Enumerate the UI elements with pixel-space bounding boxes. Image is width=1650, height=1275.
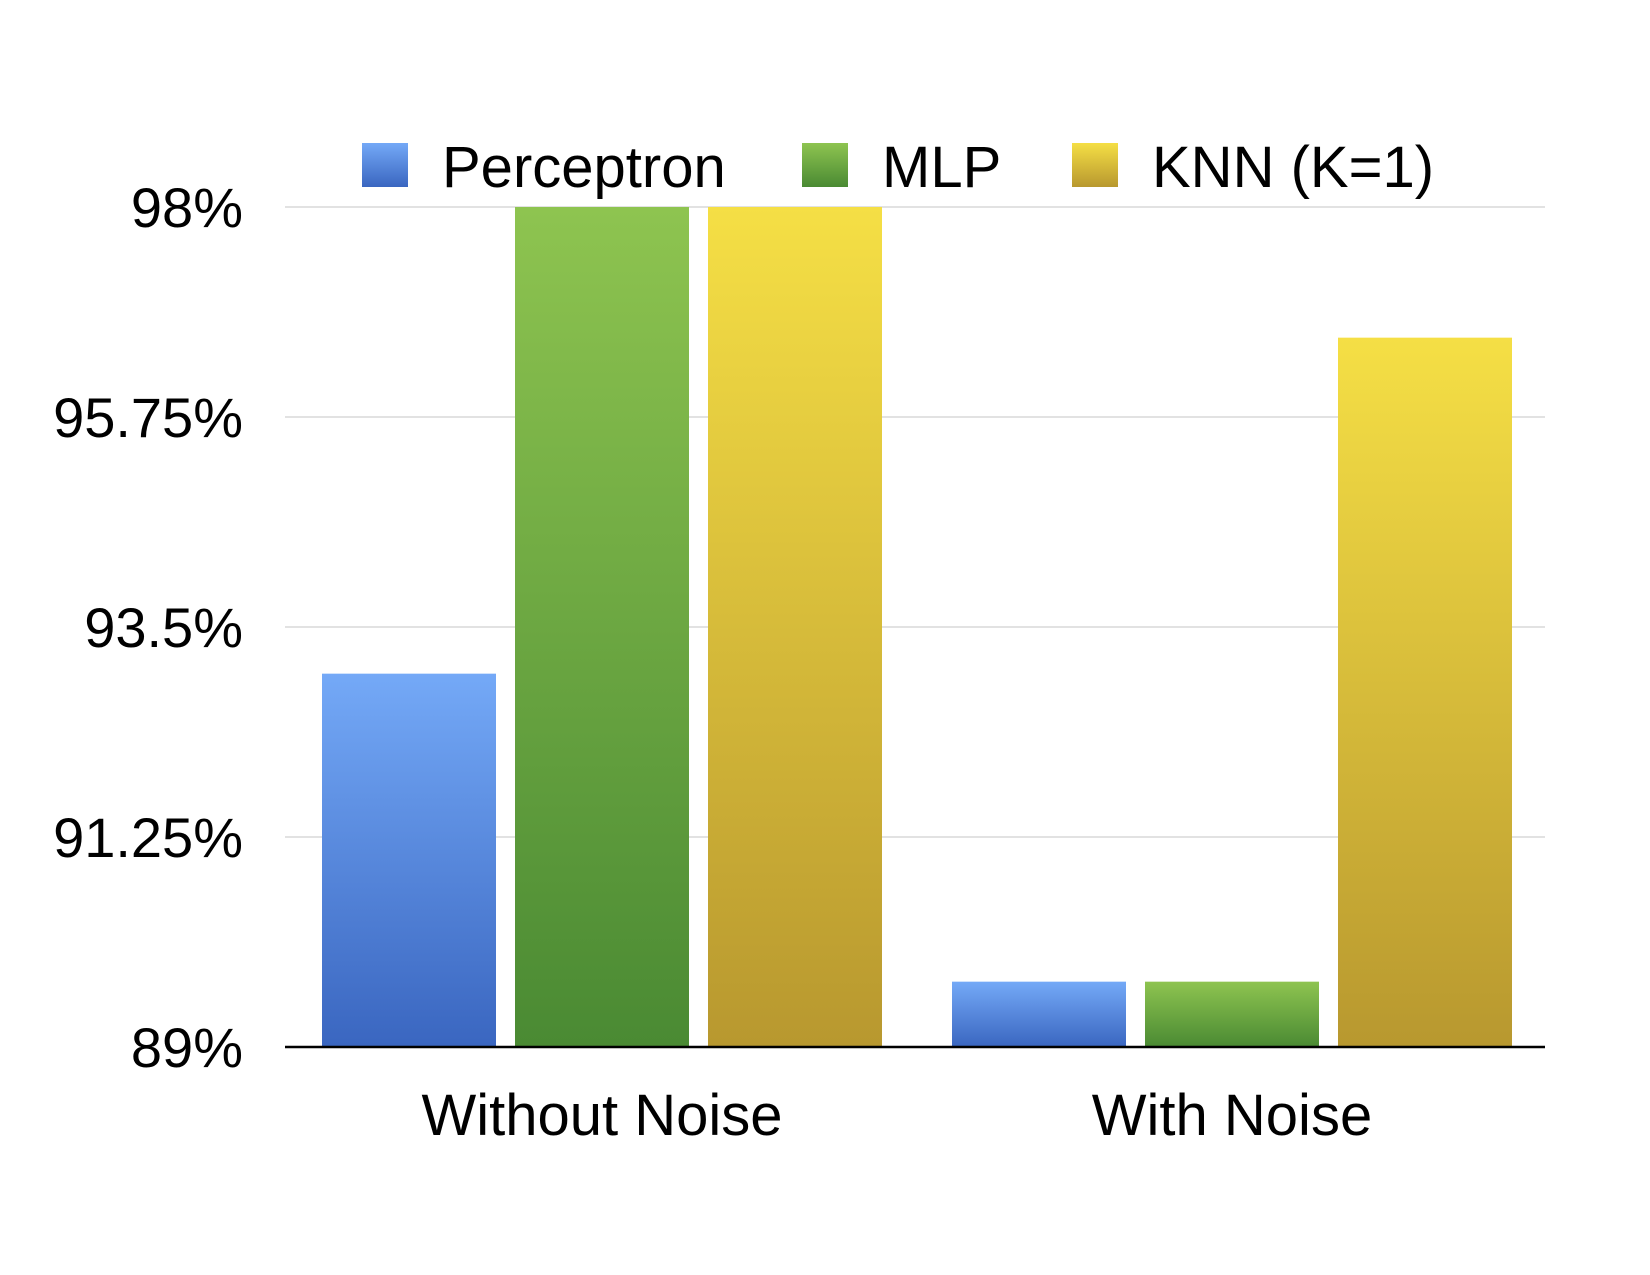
legend: Perceptron MLP KNN (K=1) — [362, 135, 1434, 200]
legend-label: Perceptron — [442, 135, 726, 200]
legend-label: MLP — [882, 135, 1001, 200]
y-tick-label: 95.75% — [53, 386, 243, 449]
y-tick-label: 91.25% — [53, 806, 243, 869]
bar-mlp-with-noise — [1145, 981, 1319, 1047]
bar-knn-k-1-with-noise — [1338, 337, 1512, 1048]
y-tick-label: 93.5% — [84, 596, 243, 659]
y-axis-ticks: 89% 91.25% 93.5% 95.75% 98% — [53, 176, 243, 1079]
gridlines — [285, 206, 1545, 838]
legend-swatch — [1072, 143, 1118, 187]
bar-perceptron-with-noise — [952, 981, 1126, 1047]
bars — [322, 207, 1512, 1048]
bar-mlp-without-noise — [515, 207, 689, 1047]
y-tick-label: 98% — [131, 176, 243, 239]
x-category-label: With Noise — [1092, 1083, 1372, 1148]
legend-label: KNN (K=1) — [1152, 135, 1434, 200]
bar-knn-k-1-without-noise — [708, 207, 882, 1047]
legend-swatch — [802, 143, 848, 187]
legend-swatch — [362, 143, 408, 187]
x-axis-categories: Without Noise With Noise — [421, 1083, 1372, 1148]
y-tick-label: 89% — [131, 1016, 243, 1079]
bar-perceptron-without-noise — [322, 673, 496, 1047]
x-category-label: Without Noise — [421, 1083, 782, 1148]
